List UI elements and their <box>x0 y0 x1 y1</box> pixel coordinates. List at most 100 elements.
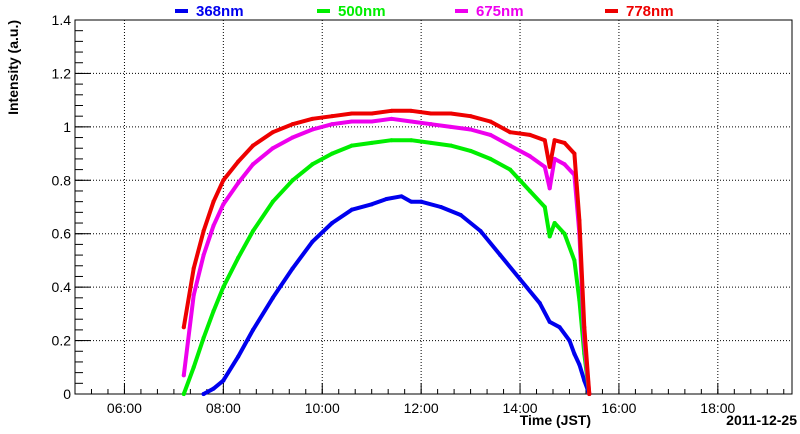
data-point-778nm <box>201 229 206 234</box>
data-point-500nm <box>572 258 577 263</box>
data-point-500nm <box>577 298 582 303</box>
data-point-500nm <box>409 138 414 143</box>
data-point-675nm <box>552 156 557 161</box>
data-point-500nm <box>251 229 256 234</box>
x-tick-label: 08:00 <box>206 400 241 416</box>
x-tick-label: 16:00 <box>601 400 636 416</box>
data-point-675nm <box>201 253 206 258</box>
data-point-675nm <box>270 146 275 151</box>
legend-label-368nm: 368nm <box>196 3 244 20</box>
data-point-778nm <box>582 325 587 330</box>
data-point-500nm <box>562 231 567 236</box>
data-point-778nm <box>369 111 374 116</box>
data-point-500nm <box>552 221 557 226</box>
data-point-368nm <box>518 277 523 282</box>
data-series <box>181 108 592 396</box>
data-point-778nm <box>547 164 552 169</box>
data-point-778nm <box>587 392 592 396</box>
data-point-500nm <box>191 365 196 370</box>
data-point-500nm <box>369 140 374 145</box>
legend: 368nm 500nm 675nm 778nm <box>175 3 674 20</box>
data-point-500nm <box>429 140 434 145</box>
data-point-675nm <box>290 135 295 140</box>
y-tick-label: 0.4 <box>52 279 72 295</box>
data-point-675nm <box>527 154 532 159</box>
data-point-368nm <box>409 199 414 204</box>
data-point-368nm <box>236 354 241 359</box>
data-point-500nm <box>221 285 226 290</box>
data-point-500nm <box>349 143 354 148</box>
x-tick-label: 18:00 <box>700 400 735 416</box>
data-point-368nm <box>419 199 424 204</box>
data-point-500nm <box>448 143 453 148</box>
data-point-675nm <box>369 119 374 124</box>
data-point-778nm <box>349 111 354 116</box>
data-point-675nm <box>429 122 434 127</box>
data-point-368nm <box>458 213 463 218</box>
data-point-500nm <box>547 234 552 239</box>
data-point-778nm <box>552 138 557 143</box>
data-point-675nm <box>547 186 552 191</box>
data-point-500nm <box>488 156 493 161</box>
data-point-368nm <box>498 253 503 258</box>
data-point-778nm <box>221 178 226 183</box>
data-point-778nm <box>508 130 513 135</box>
data-point-368nm <box>310 239 315 244</box>
data-point-500nm <box>527 188 532 193</box>
data-point-500nm <box>270 199 275 204</box>
series-line-500nm <box>181 138 592 396</box>
data-point-368nm <box>221 378 226 383</box>
data-point-778nm <box>191 266 196 271</box>
y-tick-label: 0 <box>63 386 71 402</box>
data-point-778nm <box>290 122 295 127</box>
y-tick-labels: 0 0.2 0.4 0.6 0.8 1 1.2 1.4 <box>52 12 72 402</box>
data-point-675nm <box>562 162 567 167</box>
date-label: 2011-12-25 <box>726 412 797 428</box>
data-point-500nm <box>389 138 394 143</box>
data-point-500nm <box>542 205 547 209</box>
data-point-778nm <box>270 130 275 135</box>
y-tick-label: 0.6 <box>52 226 72 242</box>
data-point-778nm <box>542 138 547 143</box>
data-point-778nm <box>181 325 186 330</box>
data-point-368nm <box>582 378 587 383</box>
data-point-368nm <box>572 351 577 356</box>
data-point-500nm <box>236 255 241 260</box>
data-point-778nm <box>488 119 493 124</box>
series-line-368nm <box>201 194 592 396</box>
y-tick-label: 0.2 <box>52 333 72 349</box>
data-point-675nm <box>409 119 414 124</box>
data-point-368nm <box>384 196 389 201</box>
data-point-368nm <box>557 325 562 330</box>
data-point-368nm <box>349 207 354 212</box>
data-point-368nm <box>537 301 542 306</box>
data-point-778nm <box>409 108 414 113</box>
data-point-368nm <box>478 229 483 234</box>
data-point-778nm <box>448 111 453 116</box>
data-point-675nm <box>468 127 473 132</box>
y-tick-label: 1.2 <box>52 65 72 81</box>
x-axis-title: Time (JST) <box>520 412 591 428</box>
data-point-368nm <box>330 221 335 226</box>
data-point-675nm <box>191 293 196 298</box>
x-tick-label: 06:00 <box>107 400 142 416</box>
data-point-675nm <box>508 143 513 148</box>
data-point-675nm <box>221 202 226 207</box>
data-point-368nm <box>201 392 206 396</box>
data-point-368nm <box>251 327 256 332</box>
data-point-778nm <box>236 159 241 164</box>
data-point-500nm <box>468 148 473 153</box>
y-tick-label: 1.4 <box>52 12 72 28</box>
plot-frame <box>74 19 793 395</box>
axis-ticks <box>74 19 785 395</box>
data-point-368nm <box>438 205 443 209</box>
data-point-368nm <box>567 338 572 343</box>
data-point-675nm <box>488 132 493 137</box>
data-point-778nm <box>211 199 216 204</box>
data-point-500nm <box>181 392 186 396</box>
data-point-675nm <box>349 119 354 124</box>
data-point-500nm <box>211 309 216 314</box>
y-tick-label: 1 <box>63 119 71 135</box>
data-point-368nm <box>290 266 295 271</box>
